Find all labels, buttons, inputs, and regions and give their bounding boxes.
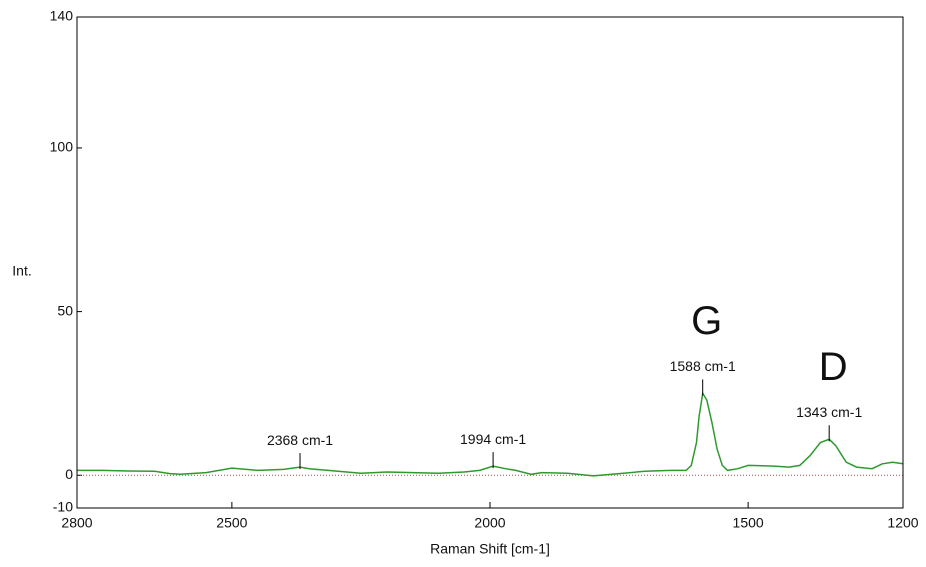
y-tick-label: -10 xyxy=(53,499,73,515)
spectrum-line xyxy=(77,391,904,477)
peak-label: 1343 cm-1 xyxy=(796,404,862,420)
y-tick-label: 0 xyxy=(65,466,73,482)
x-tick-label: 1200 xyxy=(887,515,918,531)
y-tick-label: 100 xyxy=(50,139,74,155)
peak-label: 2368 cm-1 xyxy=(267,432,333,448)
x-tick-label: 2500 xyxy=(216,515,247,531)
x-tick-label: 1500 xyxy=(733,515,764,531)
x-axis-label: Raman Shift [cm-1] xyxy=(430,541,550,557)
y-axis-label: Int. xyxy=(12,263,31,279)
x-tick-label: 2000 xyxy=(474,515,505,531)
peak-name: D xyxy=(819,345,848,389)
x-tick-label: 2800 xyxy=(61,515,92,531)
y-tick-label: 50 xyxy=(57,302,73,318)
peak-label: 1994 cm-1 xyxy=(460,431,526,447)
y-tick-label: 140 xyxy=(50,8,74,24)
plot-frame xyxy=(76,16,904,509)
peak-label: 1588 cm-1 xyxy=(670,358,736,374)
peak-name: G xyxy=(691,299,722,343)
